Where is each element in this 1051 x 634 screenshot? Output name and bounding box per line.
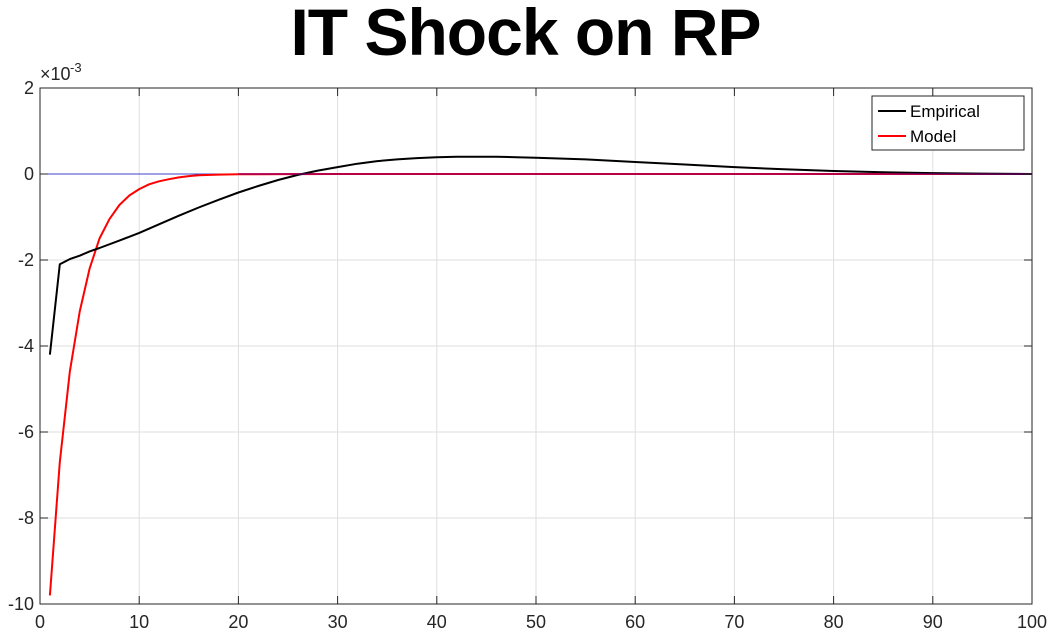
x-tick-label: 90 xyxy=(923,612,943,632)
y-tick-label: -6 xyxy=(18,422,34,442)
axis-ticks: 0 10 20 30 40 50 60 70 80 90 100 -10 -8 -6 -4 -2 0 2 xyxy=(8,78,1047,632)
y-tick-label: 0 xyxy=(24,164,34,184)
legend-box xyxy=(871,95,1025,151)
y-exponent-base: ×10 xyxy=(40,64,71,84)
x-tick-label: 30 xyxy=(328,612,348,632)
x-tick-label: 20 xyxy=(228,612,248,632)
x-tick-label: 0 xyxy=(35,612,45,632)
x-tick-label: 40 xyxy=(427,612,447,632)
y-tick-label: -8 xyxy=(18,508,34,528)
legend-label: Model xyxy=(910,127,956,146)
legend-label: Empirical xyxy=(910,102,980,121)
x-tick-label: 60 xyxy=(625,612,645,632)
y-tick-label: -4 xyxy=(18,336,34,356)
legend: Empirical Model xyxy=(871,95,1025,151)
y-tick-label: -10 xyxy=(8,594,34,614)
chart-title: IT Shock on RP xyxy=(290,0,761,69)
series-line-model xyxy=(48,173,1032,596)
y-tick-label: 2 xyxy=(24,78,34,98)
x-tick-label: 70 xyxy=(724,612,744,632)
x-tick-label: 50 xyxy=(526,612,546,632)
y-exponent-label: ×10 -3 xyxy=(40,60,82,84)
series-line-empirical xyxy=(48,155,1033,355)
grid-lines xyxy=(39,87,1033,605)
x-tick-label: 100 xyxy=(1017,612,1047,632)
y-exponent-power: -3 xyxy=(70,60,82,75)
x-tick-label: 10 xyxy=(129,612,149,632)
x-tick-label: 80 xyxy=(824,612,844,632)
y-tick-label: -2 xyxy=(18,250,34,270)
series-lines xyxy=(40,155,1033,596)
